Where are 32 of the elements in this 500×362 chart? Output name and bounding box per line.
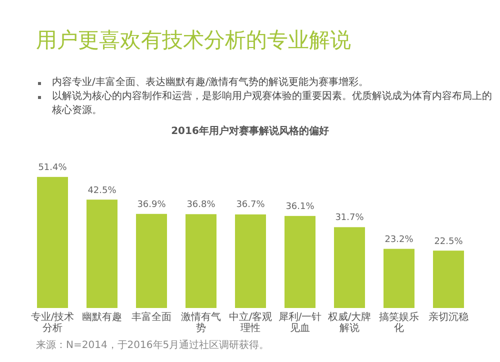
x-tick-label: 幽默有趣: [81, 312, 123, 323]
data-label: 31.7%: [334, 213, 365, 224]
x-tick-label: 亲切沉稳: [428, 312, 470, 323]
x-tick-label: 专业/技术分析: [30, 312, 76, 334]
x-tick-label: 犀利/一针见血: [277, 312, 323, 334]
x-tick-label: 搞笑娱乐化: [378, 312, 420, 334]
bar: [334, 227, 365, 308]
chart-title: 用户更喜欢有技术分析的专业解说: [36, 27, 351, 54]
bar: [284, 216, 316, 308]
data-label: 36.8%: [186, 200, 216, 210]
bar: [235, 214, 266, 308]
chart-subtitle: 2016年用户对赛事解说风格的偏好: [170, 124, 330, 138]
data-label: 36.9%: [136, 200, 167, 210]
data-label: 42.5%: [86, 186, 118, 196]
x-tick-label: 丰富全面: [130, 312, 172, 323]
bar: [136, 214, 167, 308]
bar: [37, 176, 68, 308]
bar: [86, 200, 118, 308]
data-label: 36.7%: [235, 200, 266, 210]
text: 内容专业/丰富全面、表达幽默有趣/激情有气势的解说更能为赛事增彩。: [51, 76, 370, 90]
x-tick-label: 激情有气势: [180, 312, 222, 334]
data-label: 51.4%: [37, 162, 68, 173]
bar: [186, 214, 216, 308]
data-label: 36.1%: [284, 202, 316, 212]
text: 以解说为核心的内容制作和运营，是影响用户观赛体验的重要因素。优质解说成为体育内容布局上的核心资源。: [51, 90, 492, 118]
x-tick-label: 中立/客观理性: [228, 312, 274, 334]
bar: [384, 248, 414, 308]
data-label: 22.5%: [433, 236, 464, 247]
source-note: 来源：N=2014，于2016年5月通过社区调研获得。: [36, 338, 270, 352]
x-tick-label: 权威/大牌解说: [326, 312, 372, 334]
data-label: 23.2%: [384, 234, 414, 245]
bar: [433, 250, 464, 308]
